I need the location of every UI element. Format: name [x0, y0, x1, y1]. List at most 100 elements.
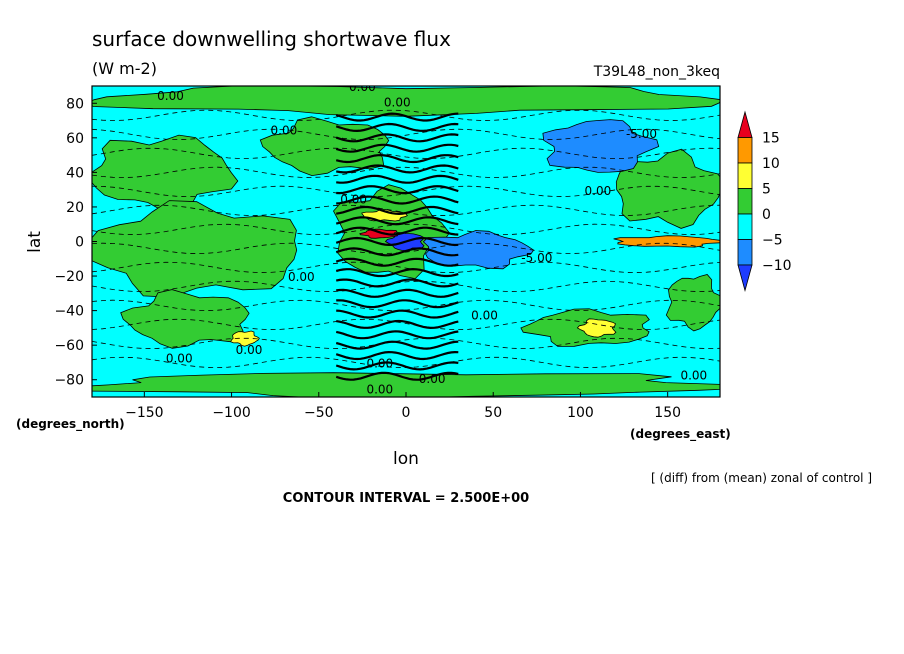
colorbar-bin — [737, 213, 753, 240]
contour-line-solid — [335, 371, 459, 381]
contour-line-solid — [336, 195, 459, 205]
contour-line-solid — [336, 288, 459, 298]
y-tick-label: −80 — [54, 373, 84, 389]
contour-line-dashed — [92, 356, 720, 369]
contour-line-solid — [335, 236, 459, 247]
contour-label: 0.00 — [384, 96, 411, 110]
chart-title: surface downwelling shortwave flux — [92, 27, 451, 51]
colorbar-bin — [737, 110, 753, 138]
contour-lines — [92, 109, 720, 381]
y-unit-label: (degrees_north) — [16, 417, 125, 432]
x-tick-label: −100 — [212, 405, 250, 421]
contour-interval-text: CONTOUR INTERVAL = 2.500E+00 — [283, 491, 529, 506]
region-tropical-green-west — [92, 200, 298, 298]
y-tick-label: 0 — [75, 235, 84, 251]
contour-line-solid — [335, 143, 459, 153]
contour-label: 0.00 — [271, 123, 298, 137]
contour-line-solid — [335, 257, 459, 267]
chart-units: (W m-2) — [92, 59, 157, 78]
x-axis-label: lon — [393, 449, 419, 469]
contour-line-solid — [335, 247, 459, 257]
colorbar-label: 0 — [762, 207, 771, 223]
x-tick-label: 0 — [402, 405, 411, 421]
contour-line-solid — [336, 164, 459, 174]
colorbar-bin — [737, 264, 753, 293]
y-tick-label: 80 — [66, 96, 84, 112]
colorbar-label: −5 — [762, 233, 783, 249]
contour-label: 0.00 — [680, 369, 707, 383]
y-tick-label: 40 — [66, 165, 84, 181]
colorbar-label: 15 — [762, 131, 780, 147]
x-tick-label: −150 — [125, 405, 163, 421]
contour-line-dashed — [92, 185, 720, 198]
contour-line-dashed — [92, 337, 720, 350]
contour-label: -5.00 — [626, 127, 657, 141]
y-axis-ticks: −80 −60 −40 −20 0 20 40 60 80 — [54, 96, 97, 389]
contour-line-dashed — [92, 299, 720, 312]
contour-line-dashed — [92, 223, 720, 236]
region-north-blue-east — [542, 119, 660, 173]
y-tick-label: −40 — [54, 304, 84, 320]
contour-label: 0.00 — [349, 80, 376, 94]
x-tick-label: 100 — [567, 405, 594, 421]
contour-label: -5.00 — [521, 251, 552, 265]
contour-line-solid — [335, 112, 459, 122]
contour-label: 0.00 — [166, 351, 193, 365]
contour-line-dashed — [92, 261, 720, 274]
colorbar-bin — [737, 137, 753, 164]
contour-line-solid — [335, 226, 459, 236]
colorbar-label: 5 — [762, 182, 771, 198]
contour-labels: 0.00 0.00 0.00 0.00 -5.00 0.00 0.00 -5.00 0.00 0.… — [157, 80, 707, 397]
region-equator-orange-east — [613, 235, 720, 248]
region-polar-south-green — [92, 372, 720, 397]
region-south-mid-green-far-east — [665, 274, 720, 332]
contour-line-solid — [335, 153, 459, 164]
region-south-yellow-east — [576, 318, 617, 338]
colorbar-label: 10 — [762, 156, 780, 172]
contour-label: 0.00 — [236, 343, 263, 357]
plot-area: 0.00 0.00 0.00 0.00 -5.00 0.00 0.00 -5.00 0.00 0.… — [91, 80, 721, 398]
diff-note: [ (diff) from (mean) zonal of control ] — [651, 471, 872, 485]
y-tick-label: 20 — [66, 200, 84, 216]
contour-label: 0.00 — [157, 89, 184, 103]
contour-label: 0.00 — [288, 270, 315, 284]
contour-line-solid — [336, 309, 459, 319]
contour-line-solid — [336, 185, 459, 195]
contour-line-solid — [336, 319, 459, 330]
contour-line-solid — [335, 216, 459, 226]
contour-line-solid — [335, 122, 459, 133]
contour-line-dashed — [92, 166, 720, 179]
x-unit-label: (degrees_east) — [630, 427, 731, 442]
contour-line-solid — [335, 133, 459, 143]
contour-label: 0.00 — [366, 357, 393, 371]
y-tick-label: −60 — [54, 338, 84, 354]
contour-label: 0.00 — [419, 372, 446, 386]
colorbar-bin — [737, 162, 753, 189]
contour-label: 0.00 — [366, 383, 393, 397]
contour-line-solid — [336, 174, 459, 184]
colorbar: 15 10 5 0 −5 −10 — [737, 110, 792, 293]
y-tick-label: −20 — [54, 269, 84, 285]
contour-line-solid — [335, 330, 459, 340]
contour-line-dashed — [92, 147, 720, 160]
contour-label: 0.00 — [585, 184, 612, 198]
colorbar-label: −10 — [762, 258, 792, 274]
colorbar-bin — [737, 188, 753, 215]
colorbar-bin — [737, 239, 753, 266]
region-equator-red-center — [359, 228, 398, 239]
x-tick-label: 50 — [484, 405, 502, 421]
contour-line-solid — [335, 350, 459, 361]
contour-line-dashed — [92, 109, 720, 122]
y-axis-label: lat — [25, 231, 45, 253]
region-north-mid-green-east — [615, 148, 720, 229]
contour-line-dashed — [92, 242, 720, 255]
x-tick-label: −50 — [304, 405, 334, 421]
contour-line-solid — [336, 299, 459, 309]
run-label: T39L48_non_3keq — [593, 64, 720, 80]
contour-label: 0.00 — [471, 308, 498, 322]
contour-line-solid — [336, 205, 459, 216]
contour-line-solid — [335, 340, 459, 350]
x-axis-ticks: −150 −100 −50 0 50 100 150 — [125, 392, 681, 421]
contour-line-dashed — [92, 280, 720, 293]
y-tick-label: 60 — [66, 131, 84, 147]
